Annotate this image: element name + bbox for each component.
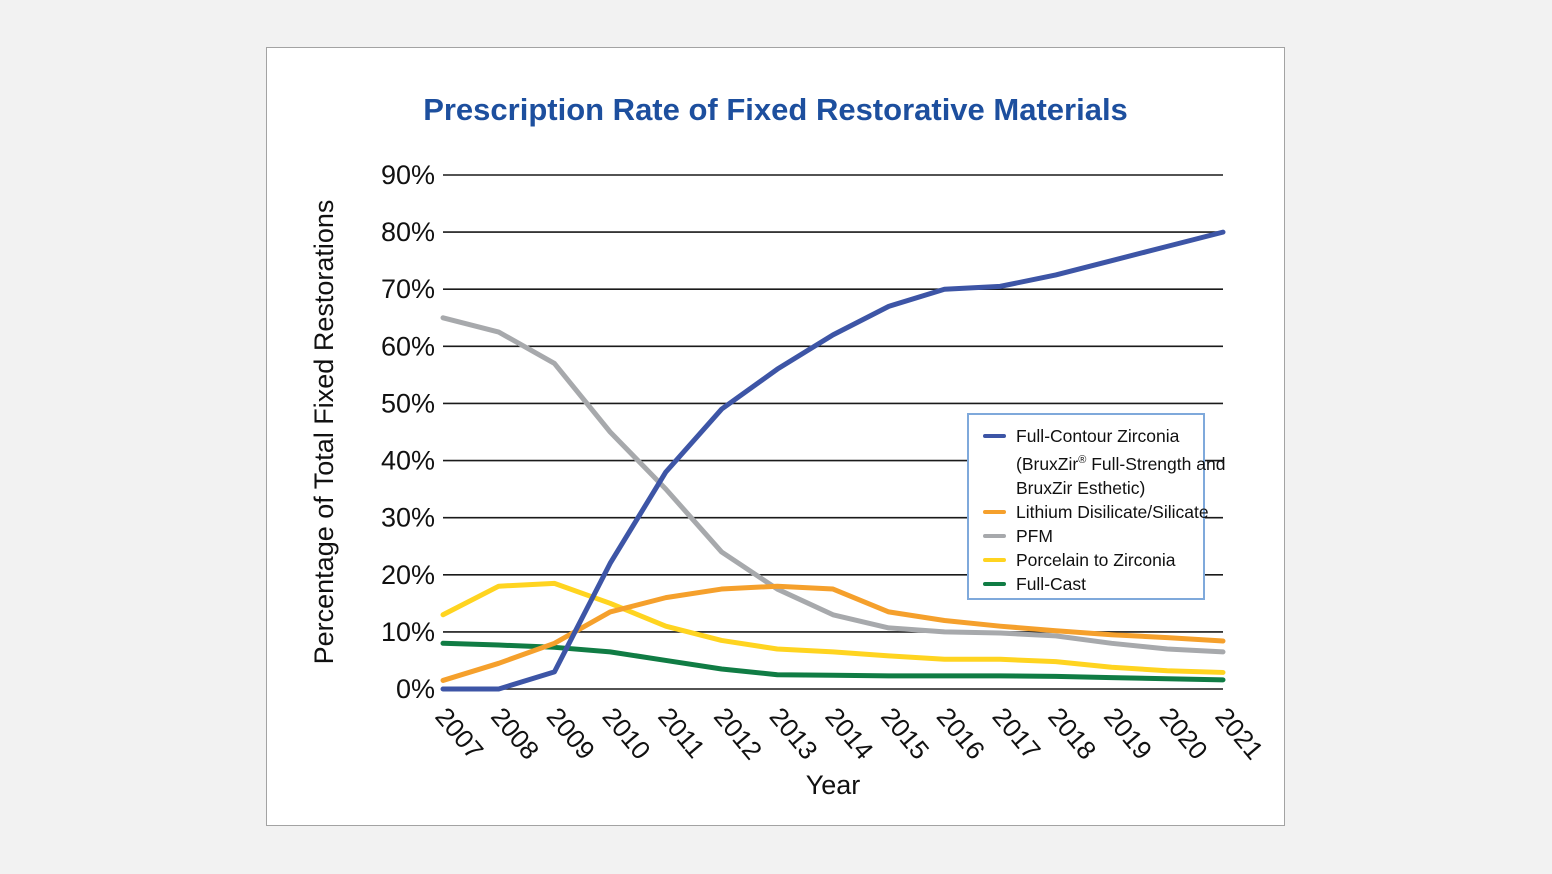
x-tick-label: 2007 bbox=[429, 702, 489, 766]
legend-label: Porcelain to Zirconia bbox=[1016, 548, 1197, 572]
y-tick-label: 30% bbox=[381, 503, 435, 533]
x-tick-label: 2018 bbox=[1042, 702, 1102, 766]
y-tick-label: 20% bbox=[381, 560, 435, 590]
legend-swatch-column bbox=[983, 500, 1016, 524]
line-chart: 0% 10% 20% 30% 40% 50% 60% 70% 80% 90% Percentage … bbox=[309, 160, 1270, 800]
y-axis-title: Percentage of Total Fixed Restorations bbox=[309, 200, 339, 665]
y-tick-label: 90% bbox=[381, 160, 435, 190]
legend-swatch bbox=[983, 557, 1006, 562]
x-tick-label: 2013 bbox=[764, 702, 824, 766]
chart-title: Prescription Rate of Fixed Restorative M… bbox=[423, 92, 1128, 127]
legend-label: Full-Cast bbox=[1016, 572, 1197, 596]
legend-label: Full-Contour Zirconia (BruxZir® Full-Stre… bbox=[1016, 424, 1225, 500]
legend-label-line: Full-Contour Zirconia bbox=[1016, 426, 1180, 446]
legend-swatch bbox=[983, 509, 1006, 514]
y-tick-label: 10% bbox=[381, 617, 435, 647]
y-tick-label: 50% bbox=[381, 388, 435, 418]
x-tick-label: 2016 bbox=[931, 702, 991, 766]
x-tick-label: 2021 bbox=[1209, 702, 1269, 766]
x-tick-label: 2014 bbox=[819, 702, 879, 766]
legend-label-line: Lithium Disilicate/Silicate bbox=[1016, 501, 1209, 522]
legend-label-line: (BruxZir® Full-Strength and bbox=[1016, 453, 1226, 474]
legend-label: Lithium Disilicate/Silicate bbox=[1016, 500, 1209, 524]
x-tick-label: 2011 bbox=[652, 702, 711, 764]
legend-swatch-column bbox=[983, 548, 1016, 572]
legend-label-line: Porcelain to Zirconia bbox=[1016, 549, 1176, 570]
legend-swatch-column bbox=[983, 572, 1016, 596]
legend-item: Lithium Disilicate/Silicate bbox=[983, 500, 1209, 524]
legend-item: Porcelain to Zirconia bbox=[983, 548, 1197, 572]
y-tick-label: 0% bbox=[396, 674, 435, 704]
series-line-full-contour-zirconia-bruxzir-full-strength-and-bruxzir-esthetic bbox=[440, 229, 1226, 692]
legend: Full-Contour Zirconia (BruxZir® Full-Stre… bbox=[967, 413, 1225, 600]
x-tick-label: 2015 bbox=[875, 702, 935, 766]
legend-swatch bbox=[983, 533, 1006, 538]
legend-label-line: BruxZir Esthetic) bbox=[1016, 477, 1146, 498]
x-tick-label: 2019 bbox=[1098, 702, 1158, 766]
legend-swatch-column bbox=[983, 424, 1016, 500]
legend-label-line: PFM bbox=[1016, 525, 1053, 546]
y-tick-label: 60% bbox=[381, 331, 435, 361]
x-tick-label: 2008 bbox=[485, 702, 545, 766]
legend-label: PFM bbox=[1016, 524, 1197, 548]
x-tick-label: 2010 bbox=[597, 702, 657, 766]
x-tick-label: 2012 bbox=[708, 702, 768, 766]
legend-label-line: Full-Cast bbox=[1016, 573, 1087, 594]
legend-swatch bbox=[983, 581, 1006, 586]
series-line-porcelain-to-zirconia bbox=[440, 580, 1226, 675]
y-tick-label: 40% bbox=[381, 446, 435, 476]
x-tick-label: 2020 bbox=[1154, 702, 1214, 766]
registered-mark: ® bbox=[1078, 454, 1087, 466]
legend-item: PFM bbox=[983, 524, 1197, 548]
legend-item: Full-Contour Zirconia (BruxZir® Full-Stre… bbox=[983, 424, 1225, 500]
x-tick-label: 2009 bbox=[541, 702, 601, 766]
chart-panel: Prescription Rate of Fixed Restorative M… bbox=[266, 47, 1285, 826]
legend-item: Full-Cast bbox=[983, 572, 1197, 596]
x-axis-title: Year bbox=[806, 770, 861, 800]
y-tick-label: 70% bbox=[381, 274, 435, 304]
y-tick-label: 80% bbox=[381, 217, 435, 247]
legend-swatch bbox=[983, 434, 1006, 438]
x-tick-label: 2017 bbox=[987, 702, 1047, 766]
legend-swatch-column bbox=[983, 524, 1016, 548]
series-line-full-cast bbox=[440, 640, 1226, 683]
series-line-pfm bbox=[440, 315, 1226, 655]
